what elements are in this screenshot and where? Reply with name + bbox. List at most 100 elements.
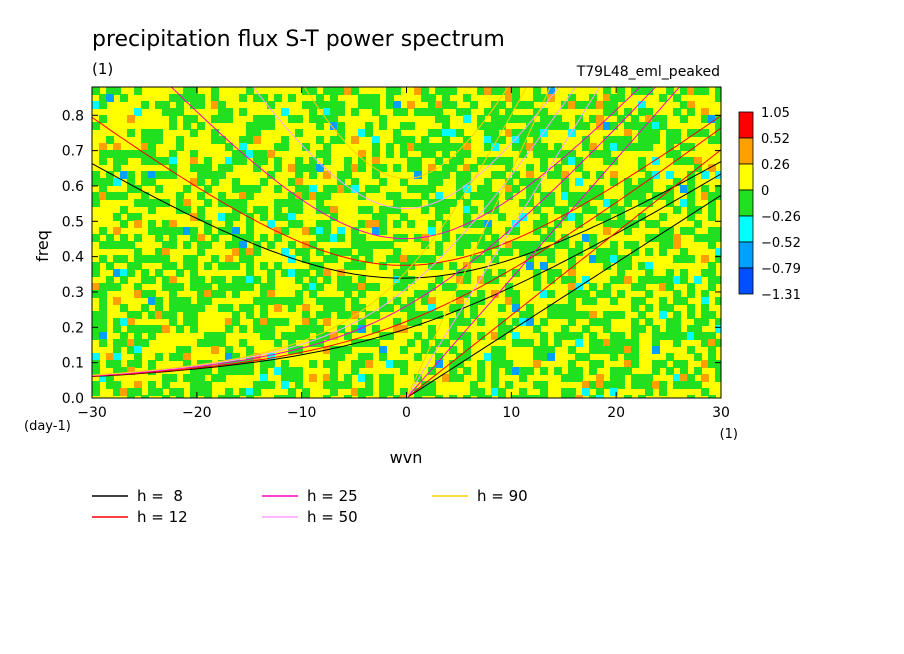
field-cell (659, 381, 667, 389)
dispersion-curve (92, 87, 657, 377)
field-cell (589, 192, 597, 200)
field-cell (260, 122, 268, 130)
field-cell (309, 192, 317, 200)
field-cell (169, 108, 177, 116)
field-cell (218, 360, 226, 368)
field-cell (645, 115, 653, 123)
field-cell (428, 129, 436, 137)
field-cell (197, 304, 205, 312)
field-cell (190, 269, 198, 277)
field-cell (330, 353, 338, 361)
field-cell (701, 269, 709, 277)
field-cell (260, 304, 268, 312)
field-cell (309, 276, 317, 284)
field-cell (337, 304, 345, 312)
field-cell (274, 367, 282, 375)
field-cell (435, 353, 443, 361)
field-cell (659, 122, 667, 130)
field-cell (386, 360, 394, 368)
field-cell (316, 115, 324, 123)
field-cell (407, 311, 415, 319)
field-cell (435, 339, 443, 347)
field-cell (638, 311, 646, 319)
field-cell (197, 248, 205, 256)
field-cell (470, 101, 478, 109)
field-cell (239, 94, 247, 102)
field-cell (267, 283, 275, 291)
field-cell (498, 353, 506, 361)
field-cell (400, 143, 408, 151)
field-cell (701, 255, 709, 263)
field-cell (463, 164, 471, 172)
x-tick-label: 20 (607, 405, 625, 421)
field-cell (463, 178, 471, 186)
field-cell (498, 122, 506, 130)
field-cell (568, 269, 576, 277)
field-cell (246, 213, 254, 221)
field-cell (533, 276, 541, 284)
field-cell (330, 213, 338, 221)
field-cell (316, 220, 324, 228)
x-unit-label: (1) (720, 427, 738, 442)
field-cell (631, 318, 639, 326)
field-cell (540, 339, 548, 347)
field-cell (533, 269, 541, 277)
field-cell (316, 311, 324, 319)
field-cell (176, 269, 184, 277)
field-cell (246, 192, 254, 200)
field-cell (113, 143, 121, 151)
field-cell (659, 94, 667, 102)
field-cell (610, 346, 618, 354)
field-cell (176, 199, 184, 207)
field-cell (120, 304, 128, 312)
field-cell (428, 304, 436, 312)
field-cell (610, 122, 618, 130)
field-cell (547, 269, 555, 277)
field-cell (463, 150, 471, 158)
field-cell (246, 129, 254, 137)
field-cell (547, 122, 555, 130)
field-cell (456, 150, 464, 158)
field-cell (568, 304, 576, 312)
field-cell (694, 234, 702, 242)
field-cell (701, 318, 709, 326)
field-cell (687, 213, 695, 221)
field-cell (533, 136, 541, 144)
field-cell (540, 381, 548, 389)
field-cell (232, 283, 240, 291)
field-cell (288, 339, 296, 347)
field-cell (302, 395, 310, 398)
field-cell (512, 241, 520, 249)
field-cell (288, 94, 296, 102)
field-cell (645, 276, 653, 284)
field-cell (190, 255, 198, 263)
field-cell (582, 311, 590, 319)
field-cell (274, 199, 282, 207)
field-cell (379, 304, 387, 312)
field-cell (631, 297, 639, 305)
field-cell (582, 206, 590, 214)
field-cell (554, 339, 562, 347)
x-tick-label: −20 (182, 405, 212, 421)
field-cell (281, 332, 289, 340)
field-cell (225, 199, 233, 207)
field-cell (141, 290, 149, 298)
field-cell (407, 255, 415, 263)
field-cell (183, 374, 191, 382)
field-cell (295, 374, 303, 382)
field-cell (589, 143, 597, 151)
field-cell (400, 269, 408, 277)
field-cell (372, 227, 380, 235)
field-cell (358, 374, 366, 382)
field-cell (603, 213, 611, 221)
field-cell (372, 171, 380, 179)
field-cell (323, 360, 331, 368)
field-cell (414, 255, 422, 263)
field-cell (162, 101, 170, 109)
field-cell (701, 192, 709, 200)
field-cell (428, 332, 436, 340)
field-cell (526, 395, 534, 398)
field-cell (253, 129, 261, 137)
field-cell (484, 122, 492, 130)
field-cell (260, 213, 268, 221)
